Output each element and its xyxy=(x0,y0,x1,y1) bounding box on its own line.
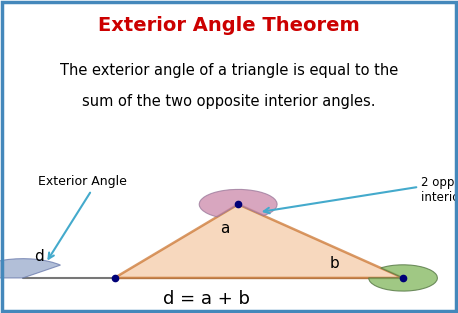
Polygon shape xyxy=(114,204,403,278)
Wedge shape xyxy=(199,189,277,217)
Text: Exterior Angle: Exterior Angle xyxy=(38,175,127,188)
Text: a: a xyxy=(220,221,229,236)
Text: 2 opposite
interior angles: 2 opposite interior angles xyxy=(421,176,458,204)
Wedge shape xyxy=(0,259,60,278)
Text: sum of the two opposite interior angles.: sum of the two opposite interior angles. xyxy=(82,94,376,109)
Text: d: d xyxy=(34,249,44,264)
Text: d = a + b: d = a + b xyxy=(163,290,250,308)
Wedge shape xyxy=(369,265,437,291)
Text: b: b xyxy=(329,255,339,270)
Text: Exterior Angle Theorem: Exterior Angle Theorem xyxy=(98,16,360,35)
Text: The exterior angle of a triangle is equal to the: The exterior angle of a triangle is equa… xyxy=(60,63,398,78)
